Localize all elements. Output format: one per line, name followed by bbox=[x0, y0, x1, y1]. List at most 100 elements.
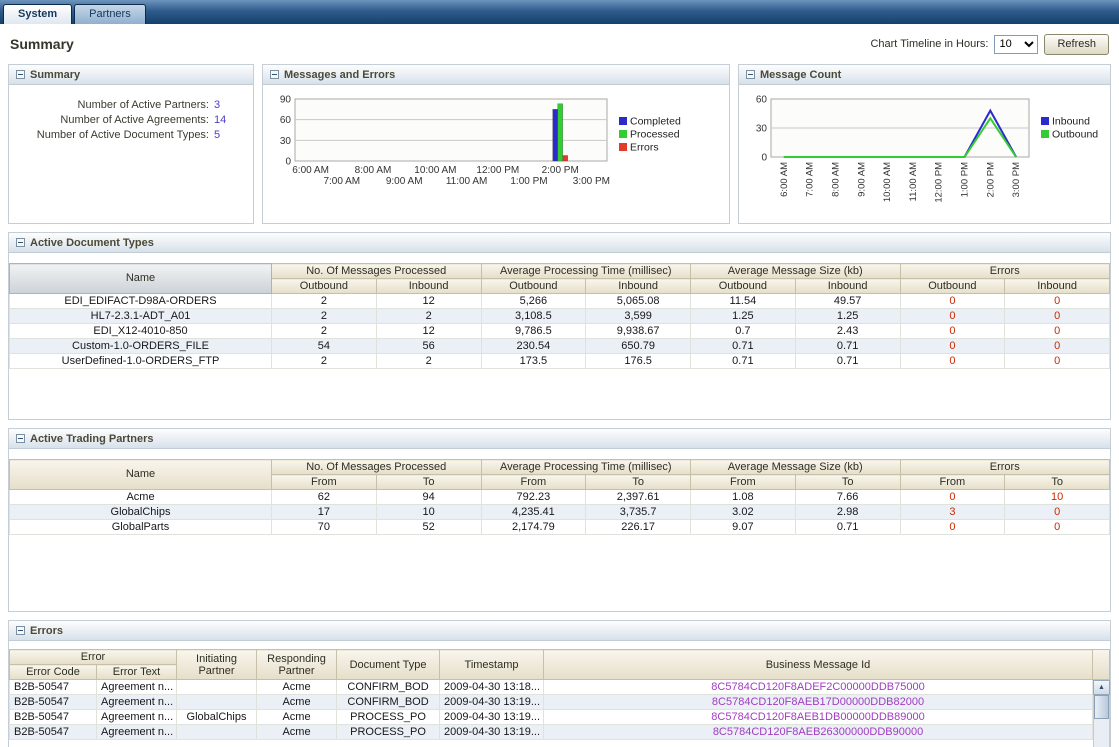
column-header-name[interactable]: Name bbox=[9, 459, 272, 490]
error-text: Agreement n... bbox=[95, 679, 178, 695]
column-header-initiating-partner[interactable]: Initiating Partner bbox=[176, 649, 258, 680]
column-header-inbound[interactable]: Inbound bbox=[1004, 278, 1110, 294]
avg-time-to: 2,397.61 bbox=[585, 489, 691, 505]
timestamp: 2009-04-30 13:19... bbox=[439, 724, 545, 740]
summary-item: Number of Active Agreements: 14 bbox=[9, 112, 253, 127]
responding-partner: Acme bbox=[256, 694, 338, 710]
scrollbar-thumb[interactable] bbox=[1094, 695, 1109, 719]
collapse-icon[interactable] bbox=[16, 238, 25, 247]
errors-from: 3 bbox=[899, 504, 1006, 520]
table-row[interactable]: EDI_X12-4010-850 2 12 9,786.5 9,938.67 0.7 2.4… bbox=[9, 323, 1110, 339]
svg-text:30: 30 bbox=[756, 124, 768, 135]
table-row[interactable]: GlobalChips 17 10 4,235.41 3,735.7 3.02 2.98 3 0 bbox=[9, 504, 1110, 520]
errors-inbound: 0 bbox=[1004, 338, 1110, 354]
errors-to: 10 bbox=[1004, 489, 1110, 505]
errors-section: Errors Error Initiating Partner bbox=[8, 620, 1111, 747]
table-row[interactable]: B2B-50547 Agreement n... Acme CONFIRM_BOD 20… bbox=[9, 694, 1093, 710]
column-header-inbound[interactable]: Inbound bbox=[794, 278, 901, 294]
summary-item-label: Number of Active Document Types: bbox=[36, 128, 209, 141]
column-group-avg-processing-time: Average Processing Time (millisec) bbox=[480, 459, 691, 475]
errors-outbound: 0 bbox=[899, 323, 1006, 339]
table-row[interactable]: EDI_EDIFACT-D98A-ORDERS 2 12 5,266 5,065.08 1… bbox=[9, 293, 1110, 309]
summary-item-label: Number of Active Agreements: bbox=[60, 113, 209, 126]
bar-chart-svg: 0 30 60 90 6:00 AM7:00 AM8:00 AM9:00 AM10:00… bbox=[280, 95, 681, 188]
collapse-icon[interactable] bbox=[746, 70, 755, 79]
collapse-icon[interactable] bbox=[16, 626, 25, 635]
avg-time-outbound: 5,266 bbox=[480, 293, 587, 309]
svg-text:7:00 AM: 7:00 AM bbox=[323, 176, 360, 187]
tab-partners[interactable]: Partners bbox=[74, 4, 146, 24]
table-row[interactable]: Acme 62 94 792.23 2,397.61 1.08 7.66 0 10 bbox=[9, 489, 1110, 505]
column-header-name[interactable]: Name bbox=[9, 263, 272, 294]
avg-size-to: 2.98 bbox=[794, 504, 901, 520]
table-row[interactable]: B2B-50547 Agreement n... Acme PROCESS_PO 200… bbox=[9, 724, 1093, 740]
table-row[interactable]: Custom-1.0-ORDERS_FILE 54 56 230.54 650.79 0.… bbox=[9, 338, 1110, 354]
column-header-to[interactable]: To bbox=[794, 474, 901, 490]
active-document-types-header: Active Document Types bbox=[9, 233, 1110, 253]
column-group-avg-processing-time: Average Processing Time (millisec) bbox=[480, 263, 691, 279]
column-header-to[interactable]: To bbox=[375, 474, 482, 490]
messages-from: 70 bbox=[271, 519, 377, 535]
avg-size-from: 9.07 bbox=[690, 519, 796, 535]
timestamp: 2009-04-30 13:18... bbox=[439, 679, 545, 695]
column-header-outbound[interactable]: Outbound bbox=[690, 278, 796, 294]
svg-text:90: 90 bbox=[280, 95, 292, 106]
column-header-outbound[interactable]: Outbound bbox=[480, 278, 587, 294]
column-header-from[interactable]: From bbox=[271, 474, 377, 490]
scrollbar-track[interactable] bbox=[1093, 695, 1110, 747]
column-header-business-message-id[interactable]: Business Message Id bbox=[543, 649, 1093, 680]
table-row[interactable]: B2B-50547 Agreement n... GlobalChips Acme PR… bbox=[9, 709, 1093, 725]
column-header-outbound[interactable]: Outbound bbox=[899, 278, 1006, 294]
table-row[interactable]: GlobalParts 70 52 2,174.79 226.17 9.07 0.71 0 0 bbox=[9, 519, 1110, 535]
column-header-to[interactable]: To bbox=[585, 474, 691, 490]
initiating-partner bbox=[176, 724, 258, 740]
responding-partner: Acme bbox=[256, 709, 338, 725]
business-message-id[interactable]: 8C5784CD120F8AEB17D00000DDB82000 bbox=[543, 694, 1093, 710]
column-header-to[interactable]: To bbox=[1004, 474, 1110, 490]
business-message-id[interactable]: 8C5784CD120F8ADEF2C00000DDB75000 bbox=[543, 679, 1093, 695]
column-header-error-code[interactable]: Error Code bbox=[9, 664, 97, 680]
svg-text:9:00 AM: 9:00 AM bbox=[386, 176, 423, 187]
collapse-icon[interactable] bbox=[16, 70, 25, 79]
errors-inbound: 0 bbox=[1004, 293, 1110, 309]
messages-inbound: 2 bbox=[375, 308, 482, 324]
active-trading-partners-body: Name No. Of Messages Processed Average P… bbox=[9, 449, 1110, 535]
chart-timeline-select[interactable]: 10 bbox=[994, 34, 1039, 54]
avg-time-from: 4,235.41 bbox=[480, 504, 587, 520]
svg-text:Inbound: Inbound bbox=[1052, 116, 1090, 128]
avg-size-to: 0.71 bbox=[794, 519, 901, 535]
column-header-from[interactable]: From bbox=[690, 474, 796, 490]
table-row[interactable]: UserDefined-1.0-ORDERS_FTP 2 2 173.5 176.5 0.… bbox=[9, 353, 1110, 369]
column-header-timestamp[interactable]: Timestamp bbox=[439, 649, 545, 680]
column-header-document-type[interactable]: Document Type bbox=[336, 649, 441, 680]
collapse-icon[interactable] bbox=[270, 70, 279, 79]
column-header-inbound[interactable]: Inbound bbox=[585, 278, 691, 294]
errors-to: 0 bbox=[1004, 504, 1110, 520]
column-header-inbound[interactable]: Inbound bbox=[375, 278, 482, 294]
document-type-name: HL7-2.3.1-ADT_A01 bbox=[9, 308, 272, 324]
refresh-button[interactable]: Refresh bbox=[1044, 33, 1109, 55]
business-message-id[interactable]: 8C5784CD120F8AEB1DB00000DDB89000 bbox=[543, 709, 1093, 725]
column-header-from[interactable]: From bbox=[480, 474, 587, 490]
document-type-name: EDI_X12-4010-850 bbox=[9, 323, 272, 339]
table-row[interactable]: B2B-50547 Agreement n... Acme CONFIRM_BOD 20… bbox=[9, 679, 1093, 695]
column-header-outbound[interactable]: Outbound bbox=[271, 278, 377, 294]
column-header-responding-partner[interactable]: Responding Partner bbox=[256, 649, 338, 680]
messages-outbound: 2 bbox=[271, 293, 377, 309]
errors-rows: B2B-50547 Agreement n... Acme CONFIRM_BOD 20… bbox=[9, 679, 1093, 740]
tab-system[interactable]: System bbox=[3, 4, 73, 24]
active-trading-partners-table: Name No. Of Messages Processed Average P… bbox=[9, 459, 1110, 535]
avg-time-outbound: 3,108.5 bbox=[480, 308, 587, 324]
column-header-error-text[interactable]: Error Text bbox=[95, 664, 178, 680]
trading-partners-rows: Acme 62 94 792.23 2,397.61 1.08 7.66 0 10 GlobalC… bbox=[9, 489, 1110, 535]
messages-to: 52 bbox=[375, 519, 482, 535]
column-header-from[interactable]: From bbox=[899, 474, 1006, 490]
business-message-id[interactable]: 8C5784CD120F8AEB26300000DDB90000 bbox=[543, 724, 1093, 740]
initiating-partner bbox=[176, 694, 258, 710]
collapse-icon[interactable] bbox=[16, 434, 25, 443]
scroll-up-button[interactable]: ▲ bbox=[1093, 680, 1110, 695]
line-chart-svg: 0 30 60 6:00 AM 7:00 AM 8:00 AM 9:00 AM 10:00 A… bbox=[756, 95, 1098, 203]
table-row[interactable]: HL7-2.3.1-ADT_A01 2 2 3,108.5 3,599 1.25 1.25 0… bbox=[9, 308, 1110, 324]
document-type-name: Custom-1.0-ORDERS_FILE bbox=[9, 338, 272, 354]
errors-from: 0 bbox=[899, 519, 1006, 535]
